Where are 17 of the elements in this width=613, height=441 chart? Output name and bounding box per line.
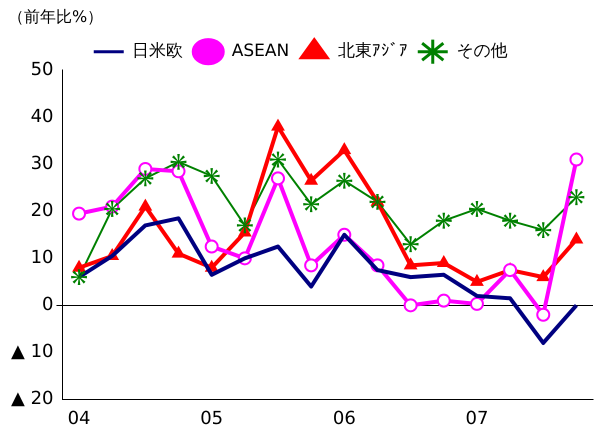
x-tick-label: 06: [332, 408, 356, 429]
y-tick-label: 40: [30, 106, 54, 127]
x-tick-label: 04: [68, 408, 90, 429]
legend-label: 日米欧: [132, 41, 184, 62]
y-tick-label: ▲ 10: [11, 341, 54, 362]
y-axis-title: （前年比%）: [8, 6, 104, 26]
y-tick-label: 50: [30, 58, 54, 80]
x-tick-label: 05: [200, 408, 224, 429]
legend-label: その他: [456, 41, 508, 62]
x-tick-label: 07: [465, 408, 488, 429]
y-tick-label: 10: [30, 246, 54, 268]
y-tick-label: 20: [30, 200, 54, 221]
y-tick-label: 0: [42, 294, 54, 316]
legend-label: 北東ｱｼﾞｱ: [338, 41, 408, 62]
y-tick-label: ▲ 20: [11, 388, 54, 410]
legend-label: ASEAN: [232, 41, 290, 62]
y-tick-label: 30: [30, 152, 54, 174]
